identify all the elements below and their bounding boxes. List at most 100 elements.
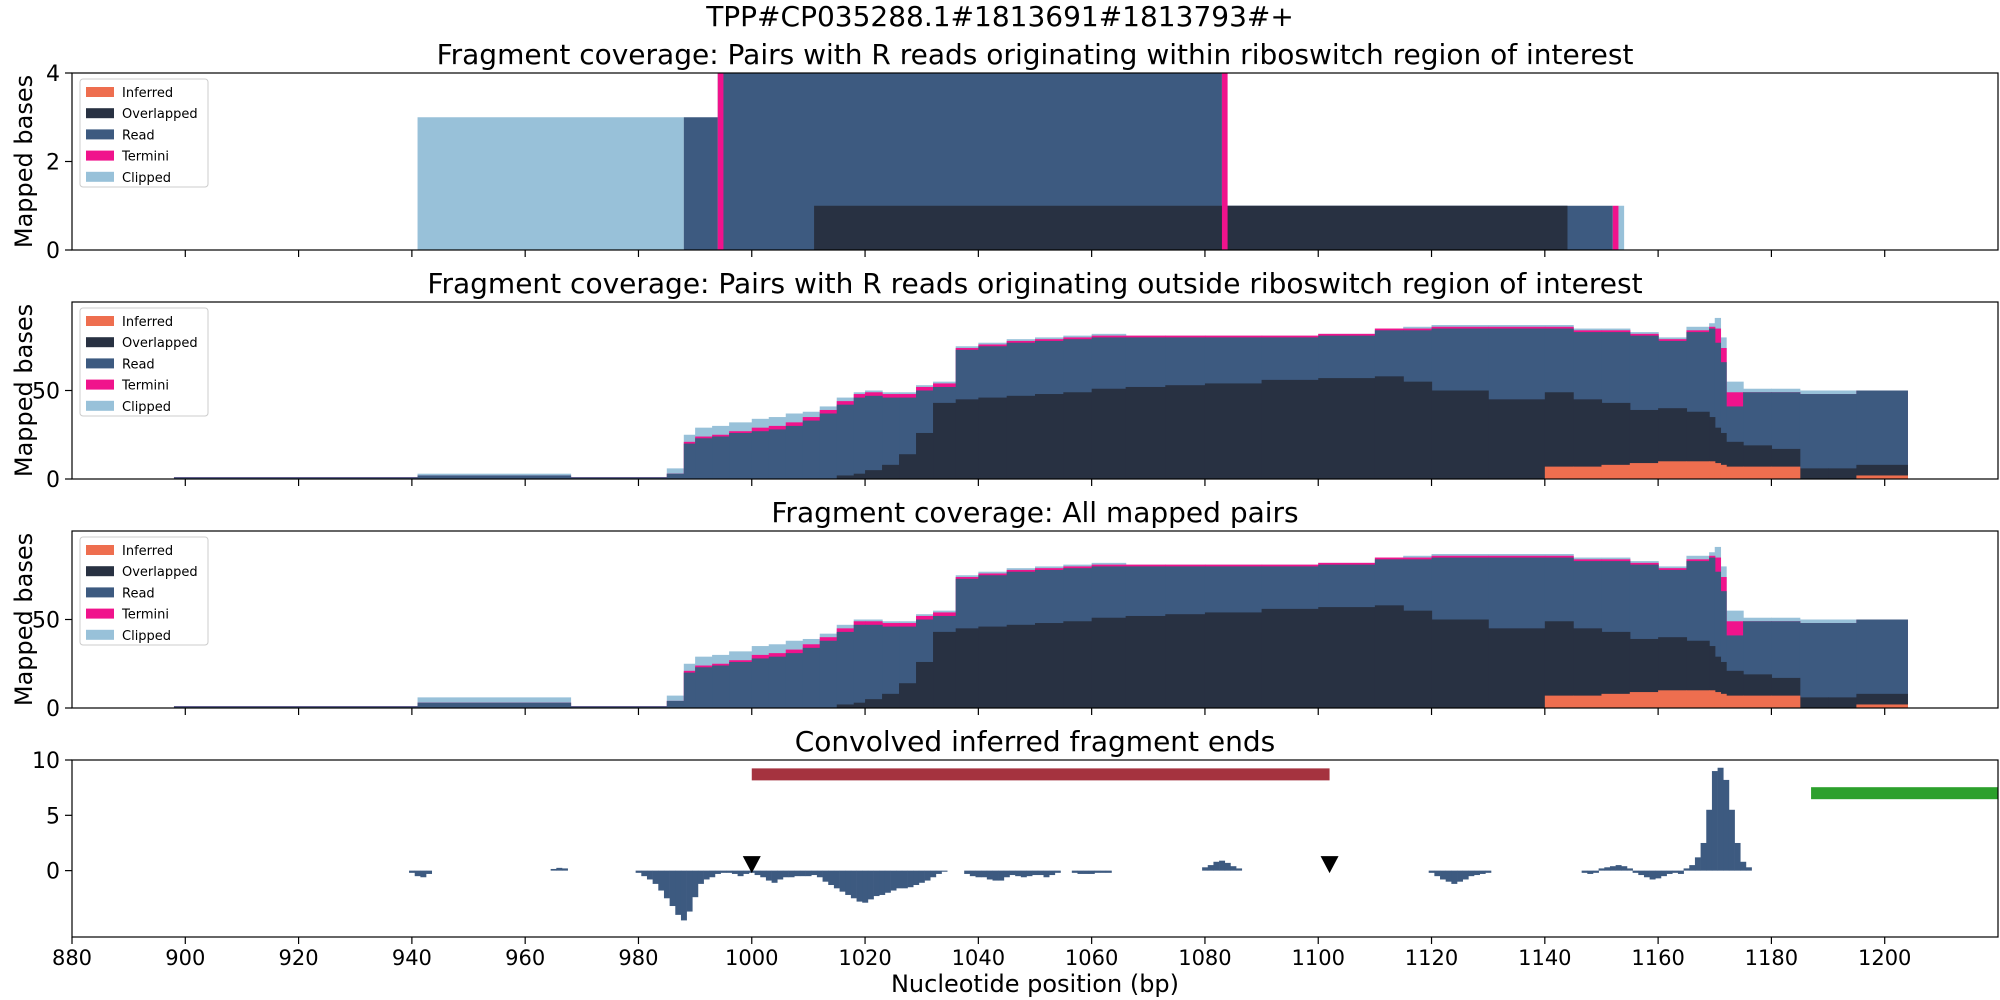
area-step-overlapped (1006, 624, 1036, 708)
conv-bar (986, 870, 993, 880)
conv-bar (692, 870, 699, 898)
area-step-read (751, 658, 770, 708)
conv-bar (703, 870, 710, 880)
conv-bar (1043, 870, 1050, 878)
area-step-read (1709, 557, 1716, 708)
area-step-overlapped (1488, 628, 1546, 708)
conv-bar (964, 870, 971, 874)
bar-overlapped (814, 205, 1568, 250)
conv-bar (1202, 867, 1209, 871)
area-step-overlapped (916, 661, 934, 708)
area-step-overlapped (1544, 392, 1574, 479)
area-step-overlapped (1709, 417, 1716, 479)
area-step-overlapped (882, 693, 900, 708)
area-step-inferred (1714, 463, 1722, 479)
y-tick-label: 50 (32, 609, 60, 634)
area-step-inferred (1686, 690, 1710, 708)
area-step-overlapped (836, 475, 855, 479)
boundary-marker (1320, 856, 1339, 874)
area-step-overlapped (1006, 395, 1036, 479)
conv-bar (935, 870, 942, 874)
conv-bar (1677, 870, 1684, 874)
area-step-overlapped (1709, 646, 1716, 708)
conv-bar (556, 867, 563, 871)
y-tick-label: 0 (46, 468, 60, 493)
legend-label-read: Read (122, 357, 155, 372)
legend-label-inferred: Inferred (122, 315, 173, 330)
conv-bar (737, 870, 744, 877)
bar-clipped (1618, 205, 1625, 250)
area-step-read (1856, 390, 1908, 479)
conv-bar (782, 870, 789, 878)
area-step-overlapped (1714, 427, 1722, 479)
plot-area (173, 546, 1908, 708)
area-step-overlapped (978, 397, 1008, 479)
conv-bar (1694, 857, 1701, 871)
conv-bar (1457, 870, 1463, 882)
conv-bar (1224, 862, 1231, 871)
bar-termini (1612, 205, 1619, 250)
x-tick-label: 1200 (1858, 946, 1911, 970)
conv-bar (1672, 870, 1679, 873)
conv-bar (1009, 870, 1016, 876)
area-step-read (417, 702, 572, 708)
x-tick-label: 1100 (1292, 946, 1345, 970)
area-step-overlapped (955, 399, 979, 479)
area-step-overlapped (853, 702, 866, 708)
conv-bar (1643, 870, 1650, 878)
conv-bar (794, 870, 801, 877)
plot-area (173, 317, 1908, 479)
y-tick-label: 10 (32, 749, 60, 774)
area-step-read (683, 672, 696, 708)
legend-label-read: Read (122, 128, 155, 143)
conv-bar (1604, 867, 1611, 871)
legend-label-clipped: Clipped (122, 629, 171, 644)
legend-label-inferred: Inferred (122, 86, 173, 101)
y-axis-label: Mapped bases (10, 533, 38, 706)
area-step-read (695, 667, 713, 708)
area-step-overlapped (1063, 621, 1093, 708)
conv-bar (901, 870, 908, 889)
area-step-overlapped (1261, 608, 1319, 708)
area-step-overlapped (1720, 432, 1727, 479)
conv-bar (1485, 870, 1492, 873)
y-tick-label: 4 (46, 62, 60, 87)
area-step-overlapped (1544, 621, 1574, 708)
legend-swatch-inferred (86, 545, 114, 555)
area-step-overlapped (1431, 390, 1489, 479)
area-step-overlapped (899, 683, 917, 708)
conv-bar (867, 870, 874, 900)
bar-clipped (417, 117, 684, 250)
panel-title: Convolved inferred fragment ends (795, 725, 1276, 758)
green-region-bar (1811, 787, 1998, 800)
conv-bar (1219, 860, 1226, 871)
area-step-read (819, 413, 838, 479)
area-step-read (819, 640, 838, 708)
x-tick-label: 1180 (1745, 946, 1798, 970)
area-step-inferred (1629, 463, 1659, 479)
area-step-inferred (1856, 704, 1908, 708)
plot-area (409, 767, 1998, 921)
conv-bar (1711, 771, 1718, 871)
conv-bar (1700, 842, 1707, 871)
legend-swatch-read (86, 358, 114, 369)
area-step-read (802, 647, 821, 708)
legend-swatch-clipped (86, 629, 114, 640)
area-step-read (1714, 342, 1722, 479)
area-step-overlapped (1488, 399, 1546, 479)
conv-bar (1236, 868, 1243, 871)
area-step-overlapped (1573, 399, 1603, 479)
area-step-read (729, 432, 753, 479)
conv-bar (822, 870, 829, 882)
area-step-overlapped (1035, 623, 1064, 708)
conv-bar (777, 870, 784, 880)
area-step-inferred (1658, 690, 1688, 708)
conv-bar (839, 870, 846, 892)
conv-bar (1632, 870, 1639, 873)
area-step-read (1720, 362, 1727, 479)
area-step-overlapped (853, 473, 866, 479)
area-step-read (882, 397, 900, 479)
conv-bar (850, 870, 857, 899)
legend-label-clipped: Clipped (122, 171, 171, 186)
